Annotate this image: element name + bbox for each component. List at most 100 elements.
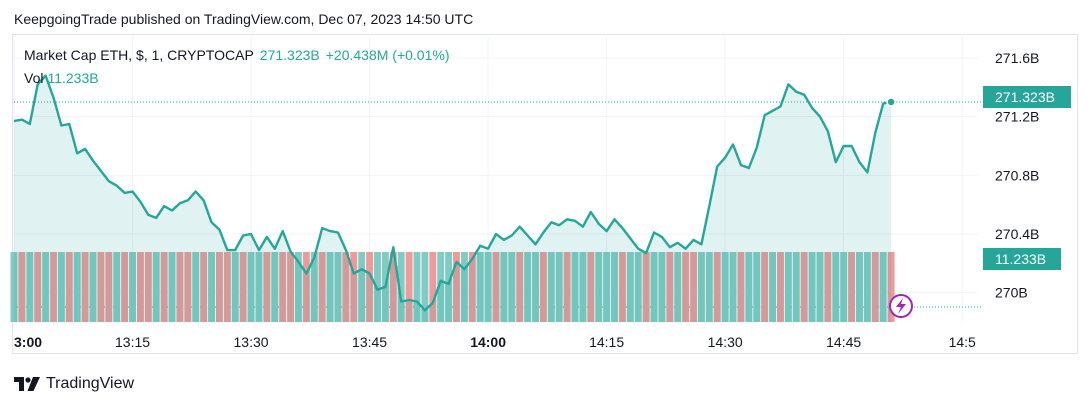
volume-bar [445, 252, 453, 322]
x-tick-label: 13:15 [115, 334, 150, 350]
x-tick-label: 14:45 [826, 334, 861, 350]
volume-bar [263, 252, 271, 322]
x-tick-label: 3:00 [14, 334, 42, 350]
x-tick-label: 14:30 [708, 334, 743, 350]
time-axis: 3:00 13:15 13:30 13:45 14:00 14:15 14:30 14:45 1… [14, 334, 976, 350]
volume-bar [18, 252, 26, 322]
x-tick-label: 14:00 [470, 334, 506, 350]
volume-bar [81, 252, 89, 322]
volume-bar [105, 252, 113, 322]
lightning-icon[interactable] [889, 294, 913, 318]
y-tick-label: 271.6B [995, 50, 1039, 66]
x-tick-label: 13:45 [352, 334, 387, 350]
volume-bar [571, 252, 579, 322]
volume-bar [215, 252, 223, 322]
volume-bar [816, 252, 824, 322]
price-line [13, 74, 892, 312]
volume-bar [421, 252, 429, 322]
volume-bar [626, 252, 634, 322]
volume-bar [863, 252, 871, 322]
volume-bar [460, 252, 468, 322]
volume-bar [777, 252, 784, 322]
volume-bar [547, 252, 555, 322]
volume-bar [334, 252, 342, 322]
volume-bar [279, 252, 287, 322]
volume-bar [239, 252, 247, 322]
volume-bar [168, 252, 176, 322]
tradingview-brand[interactable]: TradingView [14, 375, 134, 393]
volume-bar [524, 252, 532, 322]
volume-bar [310, 252, 318, 322]
volume-bar [674, 252, 682, 322]
volume-bar [453, 252, 460, 322]
volume-bar [879, 252, 887, 322]
volume-bar [176, 252, 184, 322]
volume-bar [65, 252, 73, 322]
x-tick-label: 13:30 [234, 334, 269, 350]
volume-bar [184, 252, 192, 322]
volume-bar [397, 252, 405, 322]
volume-bar [26, 252, 34, 322]
volume-bar [152, 252, 160, 322]
y-tick-label: 271.2B [995, 109, 1039, 125]
volume-bar [223, 252, 231, 322]
volume-legend: Vol 11.233B [24, 70, 99, 86]
volume-bar [208, 252, 215, 322]
volume-bar [492, 252, 500, 322]
volume-bar [231, 252, 239, 322]
volume-bar [824, 252, 832, 322]
volume-bar [42, 252, 50, 322]
volume-bar [318, 252, 326, 322]
x-tick-label: 14:5 [949, 334, 976, 350]
volume-bar [437, 252, 445, 322]
volume-bar [634, 252, 642, 322]
volume-bar [326, 252, 334, 322]
volume-bar [729, 252, 737, 322]
volume-bar [287, 252, 295, 322]
volume-bar [595, 252, 603, 322]
symbol-name: Market Cap ETH, $, 1, CRYPTOCAP [24, 47, 254, 63]
volume-bar [192, 252, 200, 322]
volume-tag-label: 11.233B [995, 251, 1046, 267]
volume-bar [366, 252, 374, 322]
volume-bar [50, 252, 57, 322]
volume-bar [350, 252, 358, 322]
volume-bar [761, 252, 769, 322]
volume-bar [500, 252, 508, 322]
volume-bar [611, 252, 618, 322]
publish-header: KeepgoingTrade published on TradingView.… [14, 11, 474, 27]
volume-bar [468, 252, 476, 322]
price-tag: 271.323B [983, 86, 1071, 108]
volume-bar [508, 252, 516, 322]
volume-bar [690, 252, 697, 322]
tradingview-logo-icon [14, 377, 40, 391]
volume-bar [856, 252, 863, 322]
volume-bar [89, 252, 97, 322]
volume-bar [34, 252, 42, 322]
volume-bar [144, 252, 152, 322]
volume-bar [753, 252, 761, 322]
volume-bar [650, 252, 658, 322]
volume-bar [73, 252, 81, 322]
volume-bar [539, 252, 547, 322]
volume-bar [784, 252, 792, 322]
volume-bar [57, 252, 65, 322]
symbol-legend: Market Cap ETH, $, 1, CRYPTOCAP 271.323B +… [24, 47, 449, 63]
volume-bar [129, 252, 136, 322]
volume-bar [10, 252, 18, 322]
volume-bar [618, 252, 626, 322]
brand-name: TradingView [46, 375, 135, 392]
volume-bar [271, 252, 279, 322]
volume-bar [713, 252, 721, 322]
price-tag-label: 271.323B [995, 89, 1055, 105]
volume-bar [532, 252, 539, 322]
volume-bar [97, 252, 105, 322]
volume-bar [555, 252, 563, 322]
last-value: 271.323B [259, 47, 320, 63]
y-tick-label: 270B [995, 285, 1028, 301]
price-axis: 270B 270.4B 270.8B 271.2B 271.6B [995, 50, 1039, 301]
volume-bar [516, 252, 524, 322]
last-price-dot [886, 97, 896, 107]
volume-bar [136, 252, 144, 322]
